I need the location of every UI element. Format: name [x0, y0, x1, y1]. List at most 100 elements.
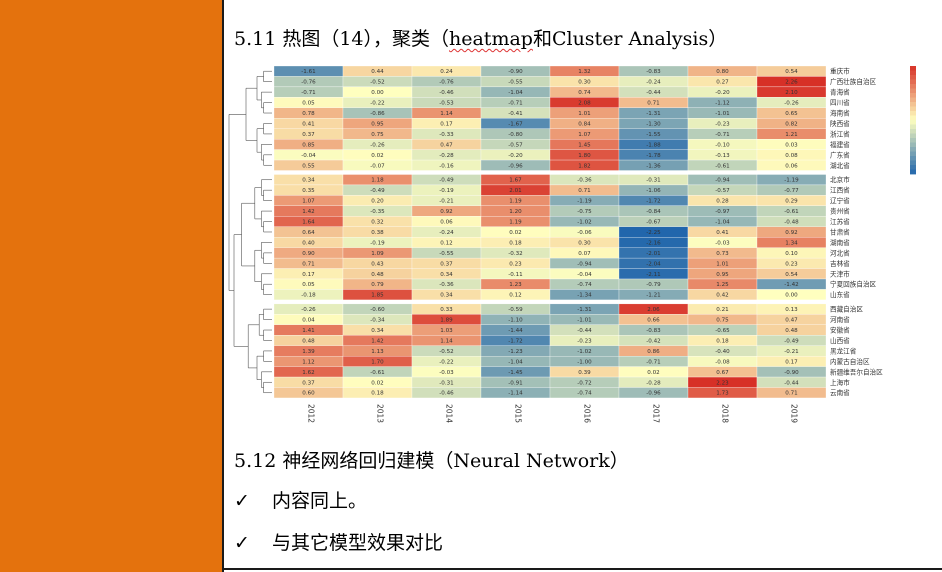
cell-value-label: 1.07: [302, 199, 315, 205]
heatmap-cell: [756, 289, 827, 301]
cell-value-label: 0.64: [302, 230, 315, 236]
cell-value-label: -1.44: [508, 328, 523, 334]
cell-value-label: -0.86: [370, 111, 385, 117]
cell-value-label: -0.13: [715, 153, 730, 159]
check-icon: ✓: [234, 532, 250, 554]
cell-value-label: -0.52: [439, 349, 453, 355]
cell-value-label: -1.72: [646, 199, 660, 205]
row-label: 浙江省: [830, 129, 850, 138]
cell-value-label: -0.34: [370, 318, 385, 324]
row-label: 新疆维吾尔自治区: [830, 367, 883, 376]
cell-value-label: -0.44: [784, 380, 799, 386]
row-label: 江苏省: [830, 217, 850, 226]
heading-number: 5.12: [234, 450, 277, 472]
cell-value-label: 1.73: [716, 391, 729, 397]
row-label: 上海市: [830, 378, 850, 387]
cell-value-label: -0.65: [715, 328, 730, 334]
cell-value-label: -0.28: [646, 380, 661, 386]
cell-value-label: 0.54: [785, 69, 798, 75]
cell-value-label: 0.34: [302, 178, 315, 184]
cell-value-label: -1.55: [646, 132, 661, 138]
cell-value-label: 1.19: [509, 220, 522, 226]
row-label: 天津市: [830, 269, 850, 278]
cell-value-label: 0.04: [302, 318, 315, 324]
legend-color-step: [910, 70, 916, 76]
cell-value-label: 2.01: [509, 188, 522, 194]
cell-value-label: 0.92: [440, 209, 452, 215]
legend-color-step: [910, 93, 916, 98]
cell-value-label: -0.28: [439, 153, 454, 159]
row-label: 贵州省: [830, 207, 850, 216]
cell-value-label: -0.26: [370, 142, 385, 148]
cell-value-label: 1.07: [578, 132, 591, 138]
cell-value-label: 0.95: [716, 272, 729, 278]
cell-value-label: 0.06: [440, 220, 453, 226]
cell-value-label: 1.80: [578, 153, 591, 159]
cell-value-label: -0.96: [646, 391, 661, 397]
cell-value-label: 1.18: [371, 178, 384, 184]
cell-value-label: 1.42: [371, 338, 383, 344]
cell-value-label: 0.27: [716, 80, 729, 86]
cell-value-label: 1.41: [302, 328, 315, 334]
cell-value-label: 0.07: [578, 251, 591, 257]
cell-value-label: 1.01: [578, 111, 591, 117]
legend-color-step: [910, 88, 916, 94]
cell-value-label: 0.37: [440, 261, 453, 267]
row-label: 河北省: [830, 248, 850, 257]
cell-value-label: 0.24: [440, 69, 453, 75]
cell-value-label: -1.01: [577, 318, 592, 324]
cell-value-label: -0.16: [439, 163, 454, 169]
cell-value-label: -0.10: [715, 142, 730, 148]
legend-color-step: [910, 106, 916, 112]
cell-value-label: -0.04: [301, 153, 316, 159]
cell-value-label: -1.31: [577, 307, 592, 313]
cell-value-label: -1.45: [508, 370, 523, 376]
cell-value-label: 0.47: [785, 318, 798, 324]
bullet-text: 内容同上。: [272, 490, 368, 512]
cell-value-label: 1.23: [509, 282, 522, 288]
cell-value-label: 0.17: [302, 272, 315, 278]
cell-value-label: -0.21: [784, 349, 799, 355]
bullet-item: ✓ 与其它模型效果对比: [234, 528, 443, 555]
cell-value-label: 1.82: [578, 163, 590, 169]
cell-value-label: 1.01: [716, 261, 729, 267]
cell-value-label: 1.64: [302, 220, 315, 226]
cell-value-label: 0.32: [371, 220, 383, 226]
cell-value-label: -1.61: [301, 69, 316, 75]
cell-value-label: -0.24: [439, 230, 454, 236]
cell-value-label: -0.61: [370, 370, 385, 376]
cell-value-label: 0.60: [302, 391, 315, 397]
cell-value-label: 1.39: [302, 349, 315, 355]
cell-value-label: -0.74: [577, 282, 592, 288]
row-label: 黑龙江省: [830, 346, 857, 355]
legend-color-step: [910, 75, 916, 80]
legend-color-step: [910, 129, 916, 134]
cell-value-label: -0.20: [508, 153, 523, 159]
cell-value-label: 1.62: [302, 370, 314, 376]
legend-color-step: [910, 124, 916, 130]
cell-value-label: 1.70: [371, 359, 384, 365]
cell-value-label: 2.06: [647, 307, 660, 313]
cell-value-label: -0.19: [439, 188, 454, 194]
row-label: 海南省: [830, 109, 850, 118]
cell-value-label: -1.02: [577, 220, 591, 226]
cell-value-label: -0.55: [508, 80, 523, 86]
cell-value-label: -0.23: [715, 121, 730, 127]
cell-value-label: 0.18: [509, 240, 522, 246]
vertical-divider: [222, 0, 224, 572]
cell-value-label: 0.66: [647, 318, 660, 324]
cell-value-label: 1.03: [440, 328, 453, 334]
cell-value-label: -0.77: [784, 188, 799, 194]
cell-value-label: 1.19: [509, 199, 522, 205]
cell-value-label: -1.01: [715, 111, 730, 117]
row-label: 湖南省: [830, 238, 850, 247]
cell-value-label: -0.36: [577, 178, 592, 184]
cell-value-label: -0.57: [508, 142, 523, 148]
cell-value-label: 0.82: [785, 121, 797, 127]
legend-color-step: [910, 97, 916, 103]
cell-value-label: 0.90: [302, 251, 315, 257]
cell-value-label: 0.35: [302, 188, 315, 194]
cell-value-label: 0.03: [785, 142, 798, 148]
row-label: 广西壮族自治区: [830, 77, 877, 86]
column-label: 2014: [445, 404, 454, 423]
